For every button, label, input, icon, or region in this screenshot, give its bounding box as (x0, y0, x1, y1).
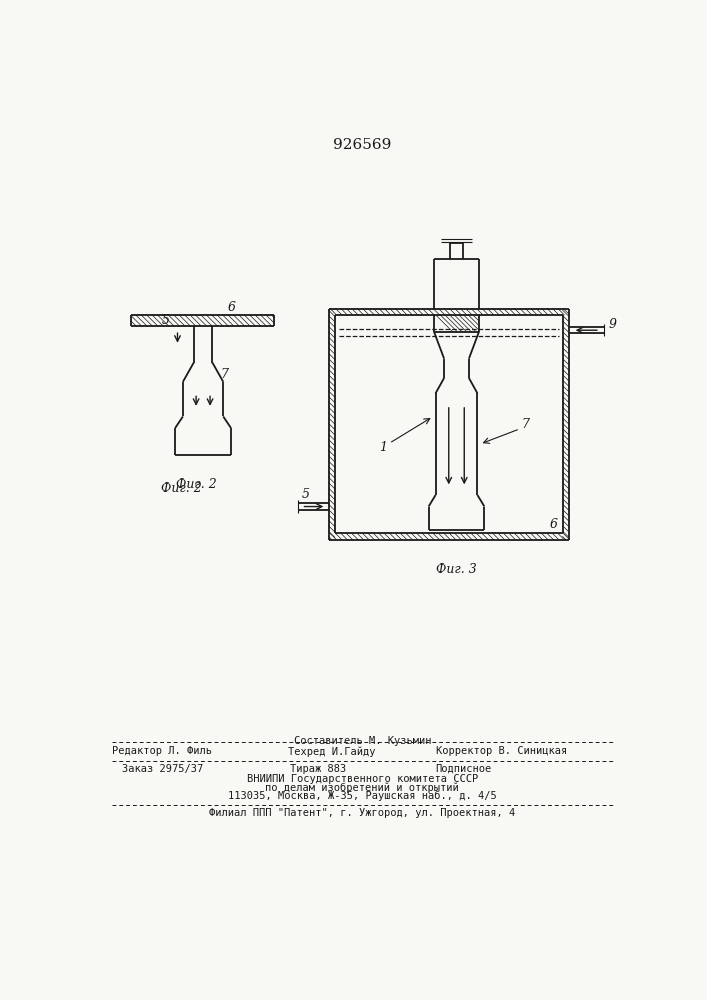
Text: 5: 5 (162, 314, 170, 327)
Text: Фиг. 3: Фиг. 3 (436, 563, 477, 576)
Text: ВНИИПИ Государственного комитета СССР: ВНИИПИ Государственного комитета СССР (247, 774, 478, 784)
Text: 9: 9 (609, 318, 617, 331)
Text: 6: 6 (228, 301, 235, 314)
Text: 926569: 926569 (333, 138, 391, 152)
Text: Составитель М. Кузьмин: Составитель М. Кузьмин (293, 736, 431, 746)
Text: Корректор В. Синицкая: Корректор В. Синицкая (436, 746, 568, 756)
Text: Тираж 883: Тираж 883 (291, 764, 346, 774)
Text: Подписное: Подписное (436, 764, 492, 774)
Text: Фиг. 2: Фиг. 2 (177, 478, 217, 491)
Text: Техред И.Гайду: Техред И.Гайду (288, 746, 376, 757)
Text: 6: 6 (549, 518, 557, 531)
Text: 113035, Москва, Ж-35, Раушская наб., д. 4/5: 113035, Москва, Ж-35, Раушская наб., д. … (228, 791, 497, 801)
Text: Фиг. 2: Фиг. 2 (161, 482, 201, 495)
Text: 7: 7 (220, 368, 228, 381)
Text: Редактор Л. Филь: Редактор Л. Филь (112, 746, 212, 756)
Text: Заказ 2975/37: Заказ 2975/37 (122, 764, 203, 774)
Text: 1: 1 (379, 441, 387, 454)
Text: 7: 7 (522, 418, 530, 431)
Text: 5: 5 (301, 488, 310, 501)
Text: по делам изобретений и открытий: по делам изобретений и открытий (265, 782, 460, 793)
Text: Филиал ППП "Патент", г. Ужгород, ул. Проектная, 4: Филиал ППП "Патент", г. Ужгород, ул. Про… (209, 808, 515, 818)
